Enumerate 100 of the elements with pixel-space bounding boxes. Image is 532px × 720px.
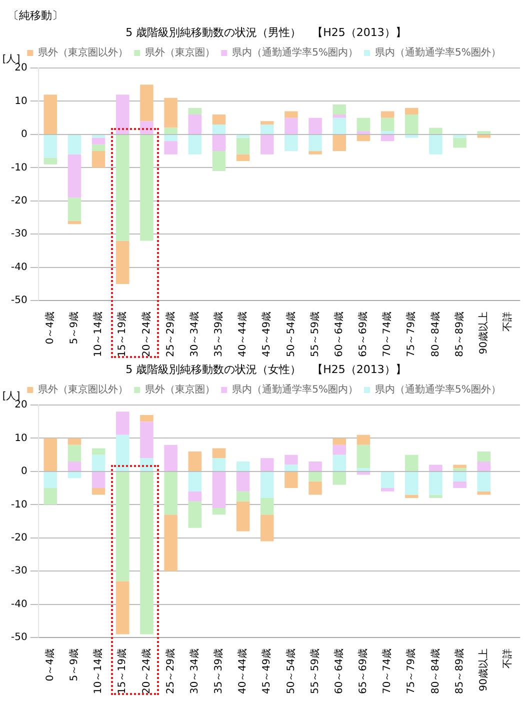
x-tick-label: 65～69歳	[357, 648, 370, 694]
x-tick-label: 65～69歳	[357, 312, 370, 358]
bar	[260, 472, 274, 498]
bar	[453, 472, 466, 482]
y-tick-label: -50	[10, 295, 28, 306]
bar	[164, 514, 178, 572]
x-tick-label: 5～9歳	[68, 648, 80, 682]
y-tick-label: -40	[10, 598, 28, 610]
x-tick-label: 80～84歳	[429, 648, 442, 694]
bar	[477, 461, 490, 471]
x-tick-label: 10～14歳	[92, 312, 104, 358]
bar	[140, 84, 154, 122]
bar	[188, 452, 202, 471]
bar	[284, 134, 298, 152]
bar	[308, 151, 322, 154]
bar	[212, 114, 226, 124]
bar	[188, 108, 202, 115]
x-tick-label: 85～89歳	[453, 312, 466, 358]
x-tick-label: 0～4歳	[44, 648, 56, 682]
bar	[92, 151, 106, 168]
text: 〔純移動〕	[8, 8, 64, 23]
bar	[212, 458, 226, 471]
bar	[380, 111, 394, 118]
bar	[164, 141, 178, 154]
bar	[44, 158, 57, 164]
bar	[236, 501, 250, 532]
legend-label: 県内（通勤通学率5%圏内）	[232, 46, 358, 59]
bar	[92, 472, 106, 488]
x-tick-label: 90歳以上	[477, 648, 490, 692]
bar	[308, 118, 322, 134]
bar	[236, 461, 250, 471]
bar	[308, 472, 322, 482]
bar	[332, 134, 346, 152]
bar	[212, 124, 226, 134]
bar	[212, 472, 226, 508]
bar	[332, 104, 346, 115]
y-tick-label: -30	[10, 228, 28, 240]
x-tick-label: 15～19歳	[116, 312, 128, 358]
x-tick-label: 25～29歳	[164, 648, 176, 694]
x-tick-label: 85～89歳	[453, 648, 466, 694]
bar	[332, 472, 346, 485]
bar	[236, 138, 250, 154]
bar	[356, 468, 370, 471]
bar	[453, 468, 466, 471]
y-tick-label: 10	[14, 432, 28, 444]
bar	[164, 444, 178, 471]
legend-label: 県外（東京圏）	[145, 384, 216, 396]
y-tick-label: 0	[20, 129, 28, 140]
x-tick-label: 70～74歳	[381, 312, 394, 358]
x-tick-label: 10～14歳	[92, 648, 104, 694]
bar	[453, 481, 466, 488]
bar	[44, 488, 57, 505]
bar	[140, 414, 154, 422]
bar	[260, 458, 274, 471]
bar	[453, 138, 466, 148]
bar	[356, 434, 370, 445]
x-tick-label: 70～74歳	[381, 648, 394, 694]
bar	[68, 444, 82, 462]
bar	[380, 131, 394, 134]
x-tick-label: 不詳	[502, 312, 514, 332]
x-tick-label: 15～19歳	[116, 648, 128, 694]
bar	[44, 438, 57, 471]
bar	[116, 412, 130, 435]
bar	[236, 134, 250, 138]
bar	[260, 514, 274, 542]
bar	[188, 114, 202, 134]
x-tick-label: 30～34歳	[188, 648, 200, 694]
bar	[405, 134, 418, 138]
bar	[380, 472, 394, 488]
x-tick-label: 90歳以上	[477, 312, 490, 354]
bar	[116, 240, 130, 284]
bar	[405, 114, 418, 134]
bar	[116, 581, 130, 634]
legend-label: 県内（通勤通学率5%圏外）	[375, 46, 501, 59]
x-tick-label: 75～79歳	[405, 648, 418, 694]
bar	[260, 134, 274, 154]
bar	[356, 134, 370, 142]
bar	[92, 448, 106, 455]
bar	[308, 134, 322, 152]
x-tick-label: 30～34歳	[188, 312, 200, 358]
bar	[284, 454, 298, 465]
chart-title: 5 歳階級別純移動数の状況（男性） 【H25（2013）】	[124, 25, 408, 40]
bar	[236, 154, 250, 162]
chart-title: 5 歳階級別純移動数の状況（女性） 【H25（2013）】	[124, 362, 408, 377]
bar	[356, 131, 370, 134]
bar	[332, 444, 346, 455]
bar	[284, 118, 298, 134]
x-tick-label: 35～39歳	[212, 648, 225, 694]
bar	[44, 134, 57, 158]
bar	[477, 134, 490, 138]
bar	[188, 491, 202, 502]
legend-label: 県内（通勤通学率5%圏外）	[375, 384, 501, 396]
bar	[116, 134, 130, 241]
legend-label: 県外（東京圏）	[145, 46, 216, 59]
bar	[212, 448, 226, 458]
bar	[308, 481, 322, 495]
bar	[68, 461, 82, 471]
x-tick-label: 45～49歳	[260, 648, 273, 694]
bar	[284, 464, 298, 471]
bar	[380, 488, 394, 492]
